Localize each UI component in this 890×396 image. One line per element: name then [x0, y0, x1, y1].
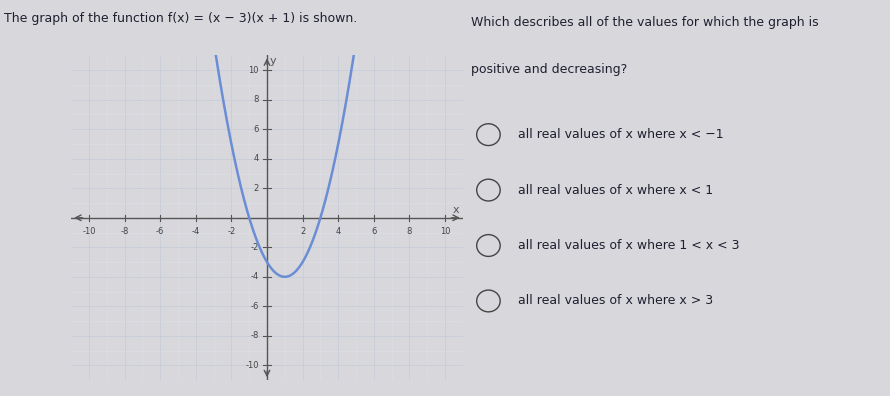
Text: 10: 10	[248, 66, 259, 75]
Text: all real values of x where x > 3: all real values of x where x > 3	[518, 295, 714, 307]
Text: -4: -4	[191, 227, 200, 236]
Text: -8: -8	[251, 331, 259, 341]
Text: -10: -10	[246, 361, 259, 370]
Text: 2: 2	[300, 227, 305, 236]
Text: -8: -8	[120, 227, 129, 236]
Text: Which describes all of the values for which the graph is: Which describes all of the values for wh…	[472, 16, 819, 29]
Text: -10: -10	[82, 227, 96, 236]
Text: 8: 8	[254, 95, 259, 104]
Text: 2: 2	[254, 184, 259, 193]
Text: -4: -4	[251, 272, 259, 281]
Text: all real values of x where x < 1: all real values of x where x < 1	[518, 184, 714, 196]
Text: all real values of x where x < −1: all real values of x where x < −1	[518, 128, 724, 141]
Text: 10: 10	[440, 227, 450, 236]
Text: 4: 4	[336, 227, 341, 236]
Text: 4: 4	[254, 154, 259, 163]
Text: positive and decreasing?: positive and decreasing?	[472, 63, 627, 76]
Text: -2: -2	[251, 243, 259, 252]
Text: -6: -6	[251, 302, 259, 311]
Text: 6: 6	[254, 125, 259, 134]
Text: The graph of the function f(x) = (x − 3)(x + 1) is shown.: The graph of the function f(x) = (x − 3)…	[4, 12, 358, 25]
Text: 8: 8	[407, 227, 412, 236]
Text: x: x	[452, 206, 459, 215]
Text: all real values of x where 1 < x < 3: all real values of x where 1 < x < 3	[518, 239, 740, 252]
Text: -2: -2	[227, 227, 236, 236]
Text: -6: -6	[156, 227, 165, 236]
Text: y: y	[270, 56, 277, 67]
Text: 6: 6	[371, 227, 376, 236]
